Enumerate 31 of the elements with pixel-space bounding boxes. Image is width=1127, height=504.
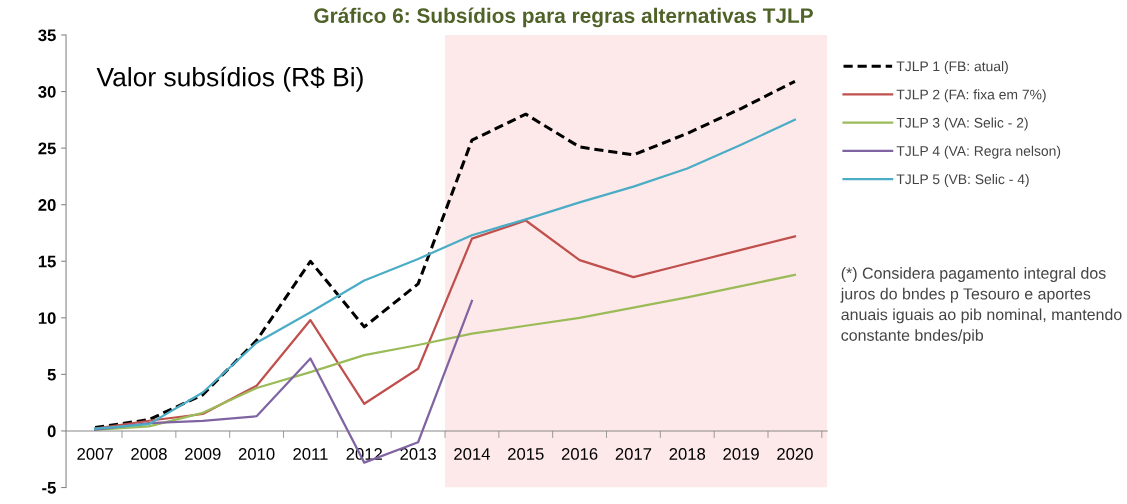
y-tick-label: -5 — [42, 482, 56, 494]
chart-title: Gráfico 6: Subsídios para regras alternativas TJLP — [314, 7, 813, 28]
y-tick-label: 30 — [38, 85, 56, 98]
x-tick-label: 2020 — [777, 448, 813, 460]
legend-label: TJLP 1 (FB: atual) — [896, 61, 1008, 74]
x-tick-label: 2010 — [238, 448, 275, 460]
x-tick-label: 2014 — [454, 448, 490, 460]
text: (*) Considera pagamento integral dos juros do bndes p Tesouro e aportes anuais iguais ao pib nominal, mantendo constante bndes/pib — [840, 267, 1122, 345]
line-series — [94, 219, 797, 430]
legend-label: TJLP 5 (VB: Selic - 4) — [896, 173, 1029, 187]
y-tick-label: 5 — [47, 368, 56, 381]
legend-label: TJLP 4 (VA: Regra nelson) — [896, 145, 1061, 159]
x-tick-label: 2013 — [400, 448, 436, 460]
x-tick-label: 2009 — [185, 448, 221, 460]
x-tick-label: 2011 — [293, 448, 328, 460]
x-tick-label: 2015 — [508, 448, 544, 460]
legend-label: TJLP 2 (FA: fixa em 7%) — [896, 89, 1046, 103]
y-tick-label: 15 — [38, 255, 56, 268]
x-tick-label: 2007 — [77, 448, 113, 460]
y-tick-label: 10 — [38, 312, 56, 325]
x-tick-label: 2017 — [615, 448, 652, 460]
y-tick-label: 0 — [47, 425, 56, 438]
y-tick-label: 20 — [38, 199, 56, 211]
x-tick-label: 2018 — [669, 448, 706, 460]
x-tick-label: 2019 — [723, 448, 759, 460]
y-tick-label: 35 — [38, 29, 56, 42]
x-tick-label: 2016 — [561, 448, 598, 460]
legend-label: TJLP 3 (VA: Selic - 2) — [896, 117, 1028, 131]
y-tick-label: 25 — [38, 142, 56, 155]
x-tick-label: 2008 — [131, 448, 167, 460]
text: Valor subsídios (R$ Bi) — [96, 66, 363, 92]
